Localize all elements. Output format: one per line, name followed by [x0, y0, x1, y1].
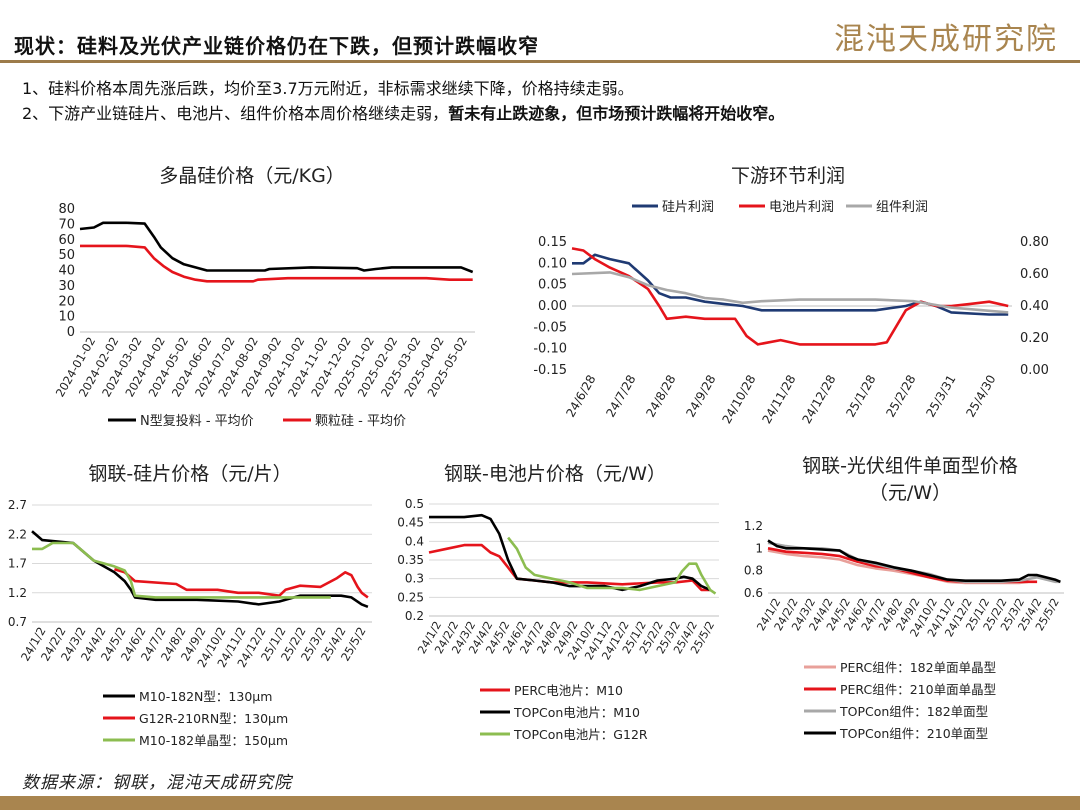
y-tick-label: 1.2: [8, 586, 27, 600]
x-tick-label: 25/1/28: [843, 373, 878, 420]
x-tick-label: 24/10/28: [720, 373, 759, 427]
y-tick-label: 0.3: [405, 572, 424, 586]
y2-tick-label: 0.80: [1020, 235, 1049, 250]
legend-label: 组件利润: [876, 200, 928, 215]
y-tick-label: 0.6: [744, 586, 763, 600]
bullet-2-plain: 2、下游产业链硅片、电池片、组件价格本周价格继续走弱，: [22, 104, 449, 123]
chart-title: 钢联-电池片价格（元/W）: [444, 463, 666, 485]
legend-label: PERC电池片：M10: [514, 683, 623, 698]
chart-title: 钢联-光伏组件单面型价格: [802, 455, 1018, 477]
y-tick-label: 1: [755, 541, 763, 555]
y2-tick-label: 0.20: [1020, 331, 1049, 346]
y-tick-label: 1.2: [744, 519, 763, 533]
series-line-1: [31, 530, 369, 609]
legend-label: M10-182单晶型：150μm: [139, 733, 288, 748]
chart-downstream-profit: 下游环节利润 -0.15 -0.10 -0.05 0.00 0.05 0.10 0.15 0.0…: [533, 165, 1049, 427]
page-title: 现状：硅料及光伏产业链价格仍在下跌，但预计跌幅收窄: [14, 34, 539, 58]
chart-title-unit: （元/W）: [869, 482, 951, 504]
y2-tick-label: 0.40: [1020, 299, 1049, 314]
y-tick-label: 10: [58, 310, 75, 325]
y-tick-label: 60: [58, 233, 75, 248]
footer-bar: [0, 796, 1080, 810]
series-line-3: [507, 536, 717, 595]
series-line-3: [32, 541, 331, 599]
x-tick-label: 24/8/28: [643, 373, 678, 420]
legend-label: G12R-210RN型：130μm: [139, 711, 288, 726]
x-tick-label: 24/9/28: [683, 373, 718, 420]
y-tick-label: 50: [58, 248, 75, 263]
x-tick-label: 25/4/30: [963, 373, 998, 420]
legend-label: M10-182N型：130μm: [139, 689, 272, 704]
logo-wordmark: 混沌天成研究院: [834, 22, 1058, 57]
data-source-note: 数据来源：钢联，混沌天成研究院: [22, 773, 292, 793]
y-tick-label: -0.10: [533, 342, 567, 357]
series-line-2: [429, 513, 711, 592]
y-tick-label: 70: [58, 217, 75, 232]
y-tick-label: 0.4: [405, 534, 424, 548]
bullet-2: 2、下游产业链硅片、电池片、组件价格本周价格继续走弱，暂未有止跌迹象，但市场预计…: [22, 101, 784, 126]
chart-polysilicon-price: 多晶硅价格（元/KG）010203040506070802024-01-0220…: [53, 165, 475, 429]
chart-title: 多晶硅价格（元/KG）: [159, 165, 345, 187]
legend-label: TOPCon电池片：G12R: [513, 727, 648, 742]
x-tick-label: 24/12/28: [800, 373, 839, 427]
series-line-2: [571, 247, 1009, 346]
bullet-2-bold: 暂未有止跌迹象，但市场预计跌幅将开始收窄。: [448, 104, 785, 123]
y-tick-label: 2.2: [8, 527, 27, 541]
y-tick-label: -0.15: [533, 363, 567, 378]
y-tick-label: 0.2: [405, 609, 424, 623]
legend-label: PERC组件：210单面单晶型: [840, 682, 996, 697]
y-tick-label: 2.7: [8, 498, 27, 512]
y-tick-label: 0.7: [8, 615, 27, 629]
legend-label: 颗粒硅 - 平均价: [315, 414, 406, 429]
series-line-2: [767, 547, 1038, 584]
chart-module-price: 钢联-光伏组件单面型价格（元/W）0.60.811.224/1/224/2/22…: [744, 455, 1064, 741]
y-tick-label: 1.7: [8, 557, 27, 571]
chart-title: 下游环节利润: [731, 165, 845, 187]
y-tick-label: 0.10: [538, 256, 567, 271]
y-tick-label: 40: [58, 264, 75, 279]
summary-bullets: 1、硅料价格本周先涨后跌，均价至3.7万元附近，非标需求继续下降，价格持续走弱。…: [22, 76, 784, 126]
y-tick-label: 0.5: [405, 497, 424, 511]
y-tick-label: 0.45: [397, 516, 424, 530]
y-tick-label: 30: [58, 279, 75, 294]
series-line-1: [79, 221, 474, 274]
header-divider: [0, 60, 1080, 63]
chart-wafer-price: 钢联-硅片价格（元/片）0.71.21.72.22.724/1/224/2/22…: [8, 463, 372, 748]
x-tick-label: 25/3/31: [923, 373, 958, 420]
y2-tick-label: 0.60: [1020, 267, 1049, 282]
legend-label: TOPCon电池片：M10: [513, 705, 640, 720]
series-line-2: [114, 568, 369, 599]
y2-tick-label: 0.00: [1020, 363, 1049, 378]
y-tick-label: 0.05: [538, 278, 567, 293]
bullet-1: 1、硅料价格本周先涨后跌，均价至3.7万元附近，非标需求继续下降，价格持续走弱。: [22, 79, 634, 98]
legend-label: N型复投料 - 平均价: [140, 413, 254, 429]
legend-label: TOPCon组件：210单面型: [839, 726, 988, 741]
y-tick-label: 0.25: [397, 590, 424, 604]
y-tick-label: -0.05: [533, 320, 567, 335]
y-tick-label: 0.8: [744, 564, 763, 578]
y-tick-label: 0.00: [538, 299, 567, 314]
y-tick-label: 20: [58, 294, 75, 309]
x-tick-label: 24/11/28: [760, 373, 799, 427]
legend-label: TOPCon组件：182单面型: [839, 704, 988, 719]
series-line-1: [767, 549, 1029, 585]
x-tick-label: 24/6/28: [563, 373, 598, 420]
y-tick-label: 0.35: [397, 553, 424, 567]
y-tick-label: 80: [58, 202, 75, 217]
series-line-2: [80, 244, 473, 283]
series-line-3: [571, 271, 1009, 314]
legend-label: PERC组件：182单面单晶型: [840, 660, 996, 675]
y-tick-label: 0: [67, 325, 75, 340]
x-tick-label: 24/7/28: [603, 373, 638, 420]
chart-cell-price: 钢联-电池片价格（元/W）0.20.250.30.350.40.450.524/…: [397, 463, 719, 742]
legend-label: 电池片利润: [769, 200, 834, 215]
x-tick-label: 25/2/28: [883, 373, 918, 420]
y-tick-label: 0.15: [538, 235, 567, 250]
chart-title: 钢联-硅片价格（元/片）: [88, 463, 291, 485]
series-line-4: [767, 539, 1061, 584]
legend-label: 硅片利润: [662, 200, 714, 215]
